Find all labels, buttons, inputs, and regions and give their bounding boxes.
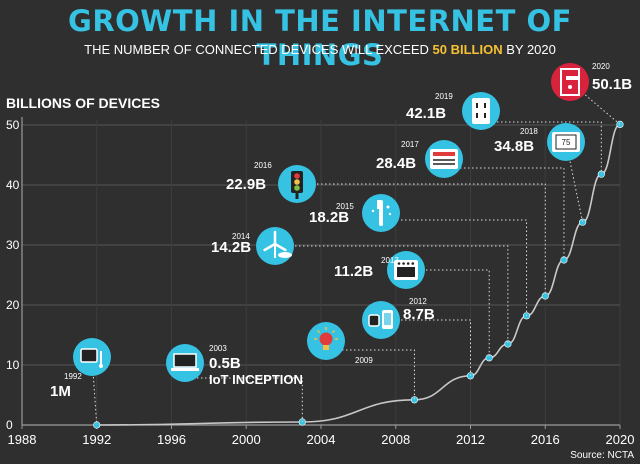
annotation-value: 42.1B xyxy=(406,105,446,122)
data-point xyxy=(579,218,587,226)
x-tick-label: 1992 xyxy=(82,432,111,447)
annotation-connector xyxy=(481,121,602,175)
annotation-value: 0.5B xyxy=(209,355,241,372)
subtitle-text-before: THE NUMBER OF CONNECTED DEVICES WILL EXC… xyxy=(84,42,433,57)
annotation-2019: 2019 42.1B xyxy=(406,92,602,175)
appliance-panel-icon xyxy=(425,140,463,178)
annotation-value: 14.2B xyxy=(211,239,251,256)
traffic-light-icon xyxy=(278,165,316,203)
y-tick-label: 20 xyxy=(6,298,20,312)
data-point xyxy=(504,340,512,348)
x-tick-label: 2008 xyxy=(381,432,410,447)
data-point xyxy=(560,256,568,264)
annotation-connector xyxy=(444,167,565,260)
annotation-value: 1M xyxy=(50,383,71,400)
annotation-2009: 2009 xyxy=(307,322,415,400)
y-tick-label: 40 xyxy=(6,178,20,192)
annotation-value: 50.1B xyxy=(592,76,632,93)
annotation-2018: 75 2018 34.8B xyxy=(494,123,585,223)
annotation-connector xyxy=(275,245,509,344)
data-point xyxy=(410,396,419,404)
annotation-connector xyxy=(569,81,621,125)
annotation-year: 2013 xyxy=(381,256,399,265)
icon-badge xyxy=(362,301,400,339)
thermostat-readout: 75 xyxy=(562,138,571,147)
y-tick-label: 30 xyxy=(6,238,20,252)
annotation-value: 34.8B xyxy=(494,138,534,155)
annotation-year: 2017 xyxy=(401,140,419,149)
annotation-connector xyxy=(185,377,303,422)
annotation-year: 2009 xyxy=(355,356,373,365)
oven-icon xyxy=(387,251,425,289)
annotation-2016: 2016 22.9B xyxy=(226,161,546,296)
y-tick-label: 10 xyxy=(6,358,20,372)
page-subtitle: THE NUMBER OF CONNECTED DEVICES WILL EXC… xyxy=(0,42,640,58)
annotation-year: 2018 xyxy=(520,127,538,136)
annotation-2017: 2017 28.4B xyxy=(376,140,565,260)
y-tick-label: 50 xyxy=(6,118,20,132)
annotation-1992: 1992 1M xyxy=(50,338,111,426)
annotation-2013: 2013 11.2B xyxy=(334,251,490,358)
x-tick-label: 2004 xyxy=(307,432,336,447)
data-point xyxy=(485,354,493,362)
x-tick-label: 2016 xyxy=(531,432,560,447)
annotation-value: 18.2B xyxy=(309,209,349,226)
toothbrush-icon xyxy=(362,194,400,232)
annotation-value: 11.2B xyxy=(334,263,373,280)
thermostat-icon: 75 xyxy=(547,123,585,161)
subtitle-highlight: 50 BILLION xyxy=(432,42,503,57)
annotation-2020: 2020 50.1B xyxy=(551,62,632,125)
lightbulb-icon xyxy=(307,322,345,360)
annotation-year: 2020 xyxy=(592,62,610,71)
annotation-year: 2003 xyxy=(209,344,227,353)
y-axis-label: BILLIONS OF DEVICES xyxy=(6,95,161,111)
annotation-connector xyxy=(297,183,546,296)
annotation-connector xyxy=(565,141,584,223)
wind-turbine-icon xyxy=(256,227,294,265)
tablet-stylus-icon xyxy=(73,338,111,376)
laptop-icon xyxy=(166,344,204,382)
annotation-year: 2015 xyxy=(336,202,354,211)
power-outlet-icon xyxy=(462,92,500,130)
x-tick-label: 1988 xyxy=(8,432,37,447)
annotation-year: 2019 xyxy=(435,92,453,101)
annotation-year: 2012 xyxy=(409,297,427,306)
annotation-connector xyxy=(381,319,471,376)
annotation-year: 1992 xyxy=(64,372,82,381)
annotation-extra: IoT INCEPTION xyxy=(209,372,303,387)
subtitle-text-after: BY 2020 xyxy=(502,42,556,57)
x-tick-label: 2012 xyxy=(456,432,485,447)
annotation-connector xyxy=(91,356,98,426)
annotation-year: 2014 xyxy=(232,232,250,241)
smartwatch-phone-icon xyxy=(362,301,400,339)
annotation-connector xyxy=(381,219,528,316)
data-point xyxy=(93,421,101,429)
annotation-value: 8.7B xyxy=(403,306,435,323)
annotation-value: 22.9B xyxy=(226,176,266,193)
annotation-year: 2016 xyxy=(254,161,272,170)
x-tick-label: 2020 xyxy=(606,432,635,447)
x-tick-label: 1996 xyxy=(157,432,186,447)
annotation-connector xyxy=(326,349,415,400)
page-title: GROWTH IN THE INTERNET OF THINGS xyxy=(68,4,572,72)
data-point xyxy=(616,120,624,128)
y-tick-label: 0 xyxy=(6,418,13,432)
annotation-value: 28.4B xyxy=(376,155,416,172)
source-note: Source: NCTA xyxy=(570,450,634,461)
x-tick-label: 2000 xyxy=(232,432,261,447)
door-lock-icon xyxy=(551,63,589,101)
